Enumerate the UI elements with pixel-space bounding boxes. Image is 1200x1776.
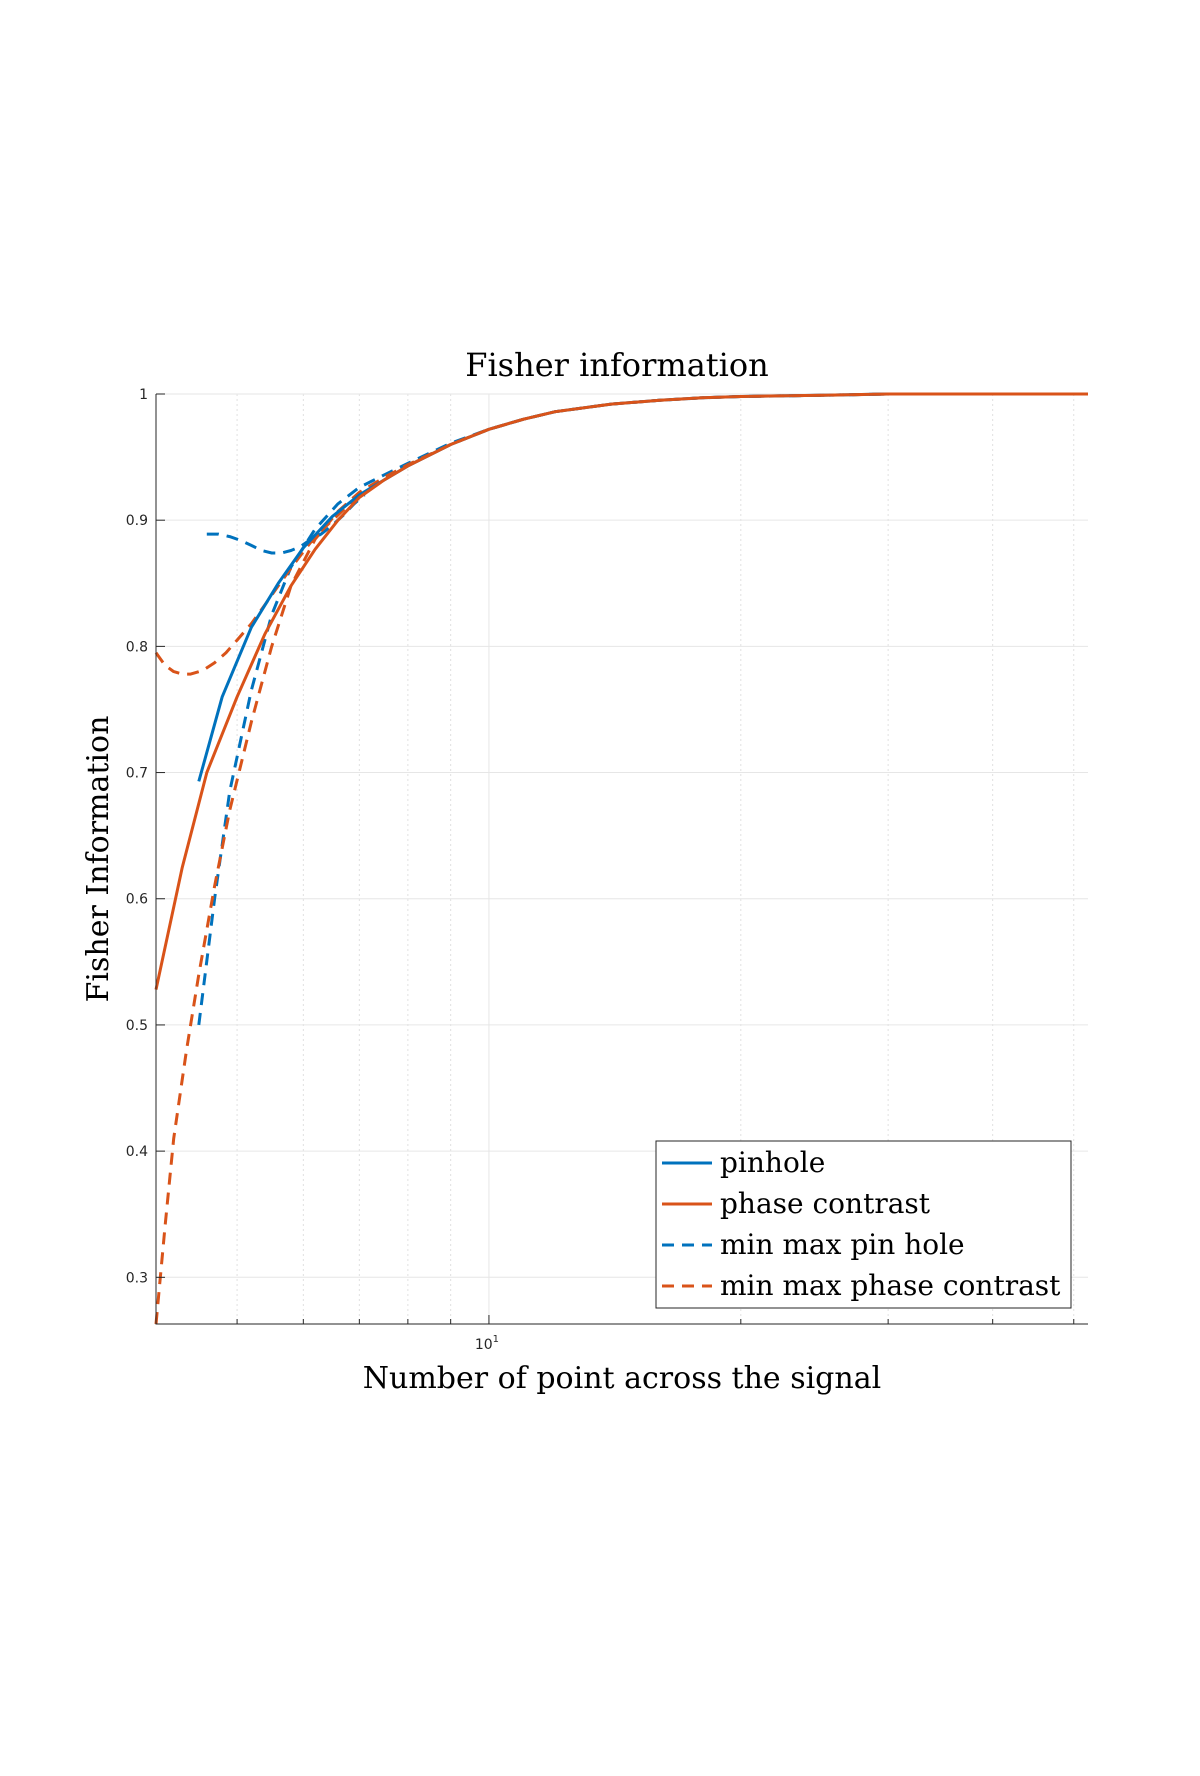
y-ticks: 0.3 0.4 0.5 0.6 0.7 0.8 0.9 1 [126,387,165,1286]
legend: pinhole phase contrast min max pin hole min… [655,1140,1072,1309]
series-line-1 [154,392,1088,990]
y-axis-label: Fisher Information [81,716,116,1003]
legend-label: min max pin hole [720,1228,965,1261]
legend-label: phase contrast [720,1187,931,1220]
legend-label: pinhole [720,1146,825,1179]
legend-label: min max phase contrast [720,1269,1061,1302]
x-tick-exponent: 1 [493,1334,499,1345]
chart-title: Fisher information [465,346,769,384]
y-tick-label: 0.3 [126,1270,148,1286]
major-grid [156,393,1088,1324]
y-tick-label: 0.5 [126,1018,148,1034]
y-tick-label: 0.6 [126,892,148,908]
y-tick-label: 0.7 [126,766,148,782]
y-tick-label: 1 [139,387,148,403]
x-axis-label: Number of point across the signal [363,1361,881,1396]
y-tick-label: 0.8 [126,639,148,655]
series-lines [154,392,1088,1325]
y-tick-label: 0.9 [126,513,148,529]
legend-box [655,1140,1072,1309]
series-line-2 [197,392,1088,1026]
y-tick-label: 0.4 [126,1144,148,1160]
